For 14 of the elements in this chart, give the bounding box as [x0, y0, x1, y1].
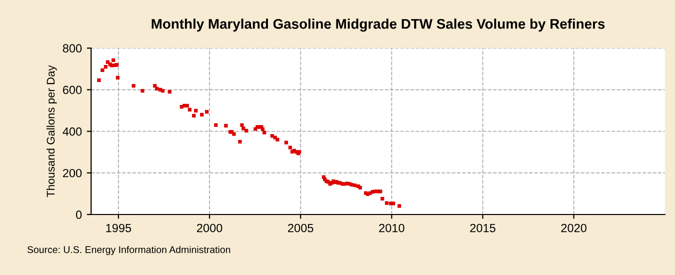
source-note: Source: U.S. Energy Information Administration [27, 246, 230, 256]
x-tick-label: 2010 [379, 224, 404, 232]
chart-title: Monthly Maryland Gasoline Midgrade DTW Sales Volume by Refiners [152, 18, 605, 32]
y-tick-label: 200 [62, 168, 82, 178]
x-tick-label: 2020 [561, 224, 586, 232]
y-tick-label: 800 [62, 44, 82, 53]
x-tick-label: 1995 [106, 224, 132, 232]
x-tick-label: 2000 [196, 224, 222, 232]
x-tick-label: 2005 [288, 224, 314, 232]
y-tick-label: 0 [76, 210, 82, 219]
x-tick-label: 2015 [470, 224, 496, 232]
y-tick-label: 400 [62, 127, 82, 136]
y-tick-label: 600 [63, 86, 82, 94]
y-axis-title: Thousand Gallons per Day [46, 65, 57, 198]
